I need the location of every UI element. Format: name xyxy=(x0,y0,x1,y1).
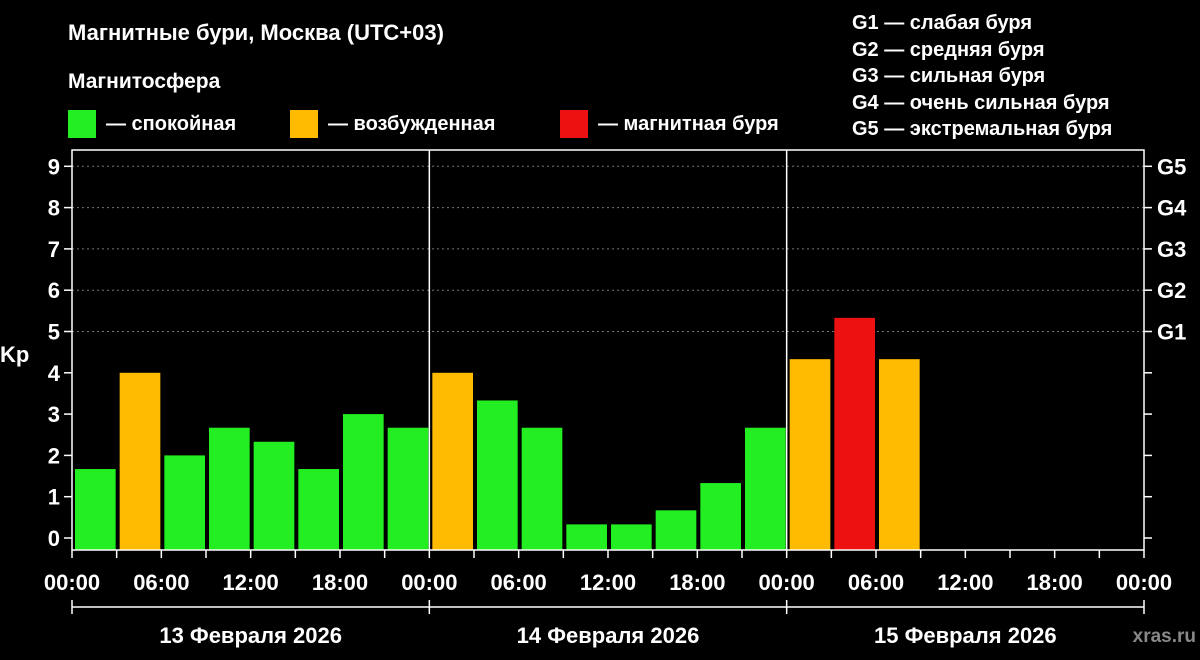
kp-bar xyxy=(477,400,518,550)
kp-bar xyxy=(387,427,429,550)
g-tick-label: G5 xyxy=(1157,154,1186,179)
x-tick-label: 06:00 xyxy=(848,570,904,595)
y-tick-label: 8 xyxy=(48,196,60,221)
legend-swatch-calm xyxy=(68,110,96,138)
x-tick-label: 18:00 xyxy=(312,570,368,595)
kp-bar xyxy=(119,372,161,550)
kp-bar xyxy=(75,469,116,550)
g-legend-item: G1 — слабая буря xyxy=(852,12,1033,34)
kp-bar xyxy=(164,455,205,550)
legend-swatch-active xyxy=(290,110,318,138)
x-tick-label: 00:00 xyxy=(759,570,815,595)
kp-bar xyxy=(879,359,920,550)
x-tick-label: 00:00 xyxy=(44,570,100,595)
legend-storm: — магнитная буря xyxy=(560,110,779,138)
magnetosphere-label: Магнитосфера xyxy=(68,70,221,93)
legend-label-storm: — магнитная буря xyxy=(598,112,779,135)
day-label: 13 Февраля 2026 xyxy=(159,623,342,648)
legend-swatch-storm xyxy=(560,110,588,138)
y-tick-label: 6 xyxy=(48,278,60,303)
kp-bar xyxy=(432,372,473,550)
kp-bar xyxy=(298,469,339,550)
kp-bar xyxy=(834,317,875,550)
g-legend-item: G2 — средняя буря xyxy=(852,38,1045,61)
g-tick-label: G2 xyxy=(1157,278,1186,303)
g-scale-legend: G1 — слабая буря G2 — средняя буря G3 — … xyxy=(852,10,1112,143)
y-axis-label: Kp xyxy=(0,342,29,367)
y-tick-label: 2 xyxy=(48,443,60,468)
y-tick-label: 1 xyxy=(48,485,60,510)
g-legend-item: G5 — экстремальная буря xyxy=(852,118,1113,140)
day-label: 15 Февраля 2026 xyxy=(874,623,1057,648)
x-tick-label: 06:00 xyxy=(133,570,189,595)
x-tick-label: 00:00 xyxy=(401,570,457,595)
kp-bar xyxy=(745,427,786,550)
kp-bar xyxy=(655,510,697,550)
legend-label-active: — возбужденная xyxy=(328,112,496,135)
x-tick-label: 12:00 xyxy=(937,570,993,595)
y-tick-label: 5 xyxy=(48,320,60,345)
kp-bar xyxy=(611,524,652,550)
kp-bar xyxy=(789,359,831,550)
kp-bar xyxy=(209,427,250,550)
legend-calm: — спокойная xyxy=(68,110,236,138)
y-tick-label: 3 xyxy=(48,402,60,427)
x-tick-label: 18:00 xyxy=(1027,570,1083,595)
legend-active: — возбужденная xyxy=(290,110,495,138)
y-tick-label: 7 xyxy=(48,237,60,262)
kp-bar xyxy=(566,524,607,550)
x-tick-label: 12:00 xyxy=(580,570,636,595)
chart-title: Магнитные бури, Москва (UTC+03) xyxy=(68,20,444,45)
g-legend-item: G3 — сильная буря xyxy=(852,65,1046,87)
kp-bar xyxy=(343,414,384,550)
x-tick-label: 18:00 xyxy=(669,570,725,595)
kp-bar xyxy=(253,441,295,550)
x-tick-label: 00:00 xyxy=(1116,570,1172,595)
g-tick-label: G4 xyxy=(1157,196,1187,221)
x-tick-label: 12:00 xyxy=(223,570,279,595)
y-tick-label: 9 xyxy=(48,154,60,179)
g-tick-label: G1 xyxy=(1157,320,1186,345)
y-tick-label: 4 xyxy=(48,361,61,386)
legend-label-calm: — спокойная xyxy=(106,112,237,135)
g-legend-item: G4 — очень сильная буря xyxy=(852,91,1110,114)
y-tick-label: 0 xyxy=(48,526,60,551)
watermark: xras.ru xyxy=(1133,626,1196,647)
day-label: 14 Февраля 2026 xyxy=(517,623,700,648)
x-tick-label: 06:00 xyxy=(491,570,547,595)
kp-bar xyxy=(521,427,563,550)
kp-bar xyxy=(700,483,741,550)
g-tick-label: G3 xyxy=(1157,237,1186,262)
